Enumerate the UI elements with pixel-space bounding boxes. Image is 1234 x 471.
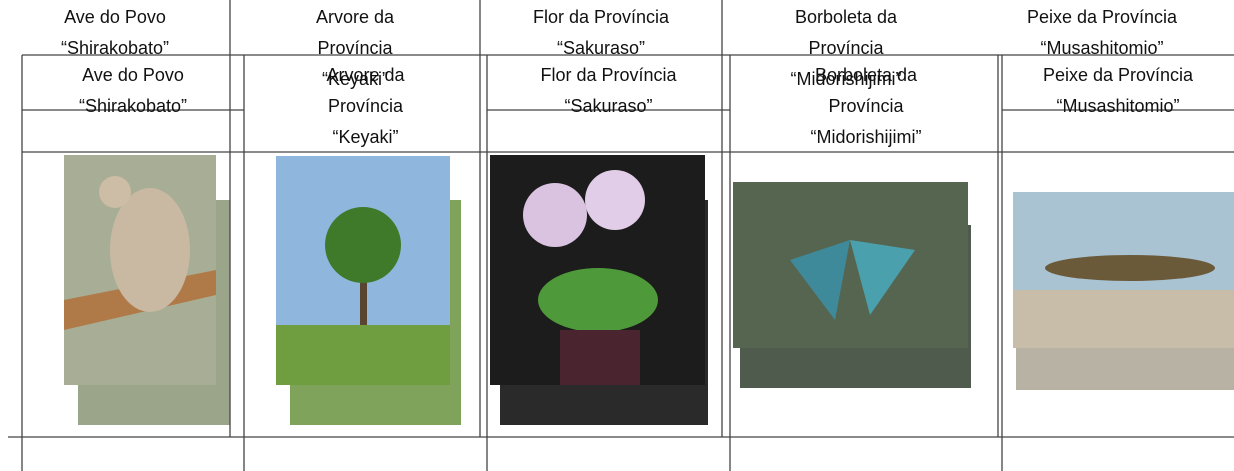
- grid-lines: [8, 0, 1234, 471]
- column-header: Ave do Povo “Shirakobato”: [60, 7, 170, 58]
- column-header: Borboleta da Província “Midorishijimi”: [790, 7, 902, 89]
- column-header: Peixe da Província “Musashitomio”: [1026, 7, 1178, 58]
- column-header: Flor da Província “Sakuraso”: [532, 7, 670, 58]
- column-header: Borboleta da Província “Midorishijimi”: [810, 65, 922, 147]
- column-header: Ave do Povo “Shirakobato”: [78, 65, 188, 116]
- column-header: Arvore da Província “Keyaki”: [326, 65, 405, 147]
- column-header: Peixe da Província “Musashitomio”: [1042, 65, 1194, 116]
- column-header: Flor da Província “Sakuraso”: [540, 65, 677, 116]
- column-header: Arvore da Província “Keyaki”: [315, 7, 395, 89]
- images: [64, 155, 1234, 385]
